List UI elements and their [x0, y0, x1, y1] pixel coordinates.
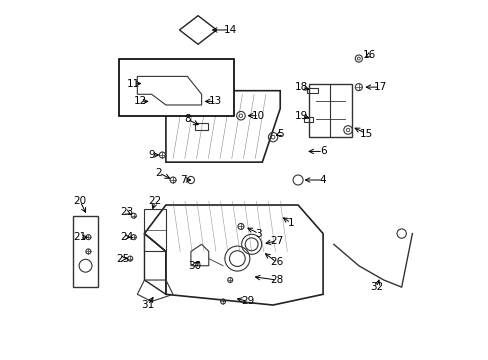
- Text: 28: 28: [269, 275, 283, 285]
- Bar: [306, 88, 317, 93]
- Text: 20: 20: [74, 197, 86, 206]
- Text: 9: 9: [148, 150, 155, 160]
- Text: 32: 32: [369, 282, 383, 292]
- Text: 29: 29: [241, 296, 254, 306]
- Text: 4: 4: [319, 175, 325, 185]
- Text: 15: 15: [359, 129, 372, 139]
- Text: 17: 17: [373, 82, 386, 92]
- Text: 2: 2: [155, 168, 162, 178]
- Text: 3: 3: [255, 229, 262, 239]
- Bar: [308, 84, 351, 137]
- Bar: [119, 59, 233, 116]
- Bar: [73, 216, 98, 287]
- Text: 24: 24: [120, 232, 133, 242]
- Text: 26: 26: [269, 257, 283, 267]
- Text: 31: 31: [141, 300, 154, 310]
- Bar: [195, 123, 207, 130]
- Text: 16: 16: [362, 50, 375, 60]
- Text: 8: 8: [183, 114, 190, 124]
- Text: 6: 6: [319, 147, 325, 157]
- Text: 19: 19: [294, 111, 307, 121]
- Text: 14: 14: [223, 25, 236, 35]
- Bar: [304, 117, 313, 122]
- Text: 12: 12: [134, 96, 147, 107]
- Text: 18: 18: [294, 82, 307, 92]
- Text: 5: 5: [276, 129, 283, 139]
- Bar: [144, 208, 165, 251]
- Text: 30: 30: [187, 261, 201, 271]
- Text: 10: 10: [252, 111, 265, 121]
- Text: 11: 11: [127, 78, 140, 89]
- Text: 1: 1: [287, 218, 294, 228]
- Text: 22: 22: [148, 197, 162, 206]
- Text: 25: 25: [116, 253, 129, 264]
- Text: 21: 21: [73, 232, 87, 242]
- Text: 7: 7: [180, 175, 187, 185]
- Text: 13: 13: [209, 96, 222, 107]
- Text: 27: 27: [269, 236, 283, 246]
- Text: 23: 23: [120, 207, 133, 217]
